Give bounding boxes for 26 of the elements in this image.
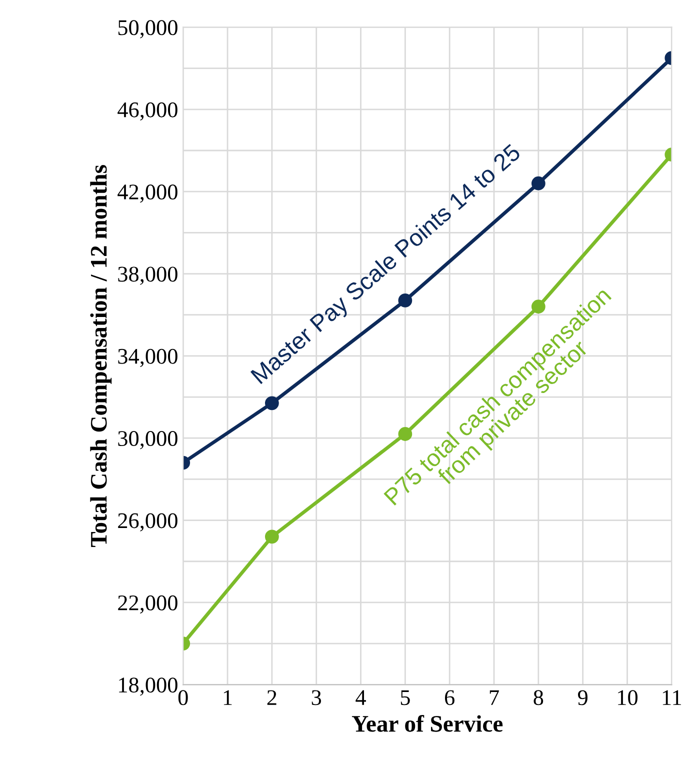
x-tick-label: 8 [534, 690, 544, 706]
x-tick-label: 0 [178, 690, 188, 706]
y-tick-label: 26,000 [118, 513, 178, 532]
x-tick-label: 2 [267, 690, 276, 705]
x-tick-label: 6 [444, 690, 454, 706]
point [398, 294, 412, 308]
y-tick-label: 46,000 [118, 102, 178, 121]
x-tick-label: 1 [224, 690, 232, 705]
y-tick-label: 38,000 [118, 266, 178, 285]
y-tick-label: 22,000 [118, 595, 178, 614]
y-tick-label: 18,000 [119, 678, 178, 696]
y-tick-label: 50,000 [118, 20, 178, 38]
x-tick-label: 11 [662, 690, 682, 705]
x-tick-label: 5 [400, 690, 410, 706]
x-tick-label: 10 [618, 690, 638, 706]
x-axis-title: Year of Service [352, 714, 503, 732]
y-axis-title: Total Cash Compensation / 12 months [90, 165, 112, 548]
y-tick-label: 30,000 [118, 431, 178, 450]
point [398, 427, 412, 441]
y-tick-label: 34,000 [118, 348, 178, 368]
x-tick-label: 4 [356, 690, 366, 705]
y-tick-label: 42,000 [118, 184, 178, 203]
x-tick-label: 7 [490, 690, 499, 705]
point [531, 176, 546, 190]
x-tick-label: 9 [578, 690, 588, 706]
x-tick-label: 3 [312, 690, 322, 706]
